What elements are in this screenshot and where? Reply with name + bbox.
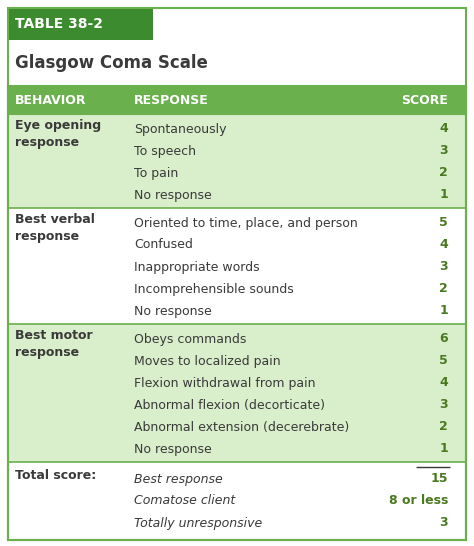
Text: No response: No response bbox=[134, 305, 212, 318]
Text: Comatose client: Comatose client bbox=[134, 495, 235, 507]
Text: To pain: To pain bbox=[134, 167, 178, 180]
Text: Abnormal flexion (decorticate): Abnormal flexion (decorticate) bbox=[134, 399, 325, 412]
Text: Best verbal
response: Best verbal response bbox=[15, 213, 95, 243]
Text: 1: 1 bbox=[439, 442, 448, 455]
Bar bbox=[8, 40, 466, 86]
Bar bbox=[8, 86, 466, 114]
Text: Total score:: Total score: bbox=[15, 469, 96, 482]
Text: 15: 15 bbox=[430, 472, 448, 485]
Text: 3: 3 bbox=[439, 399, 448, 412]
Text: 8 or less: 8 or less bbox=[389, 495, 448, 507]
Text: 1: 1 bbox=[439, 188, 448, 201]
Text: Spontaneously: Spontaneously bbox=[134, 122, 227, 135]
Text: 3: 3 bbox=[439, 260, 448, 274]
Text: 3: 3 bbox=[439, 517, 448, 530]
Bar bbox=[8, 462, 466, 540]
Text: No response: No response bbox=[134, 188, 212, 201]
Text: 4: 4 bbox=[439, 377, 448, 389]
Text: Best motor
response: Best motor response bbox=[15, 329, 92, 359]
Text: Glasgow Coma Scale: Glasgow Coma Scale bbox=[15, 54, 208, 72]
Text: Incomprehensible sounds: Incomprehensible sounds bbox=[134, 282, 294, 295]
Bar bbox=[8, 324, 466, 462]
Text: Obeys commands: Obeys commands bbox=[134, 333, 246, 346]
Text: No response: No response bbox=[134, 442, 212, 455]
Text: Flexion withdrawal from pain: Flexion withdrawal from pain bbox=[134, 377, 316, 389]
Text: Inappropriate words: Inappropriate words bbox=[134, 260, 260, 274]
Text: 2: 2 bbox=[439, 282, 448, 295]
Text: Oriented to time, place, and person: Oriented to time, place, and person bbox=[134, 217, 358, 229]
Text: 1: 1 bbox=[439, 305, 448, 318]
Text: 2: 2 bbox=[439, 167, 448, 180]
Text: 2: 2 bbox=[439, 420, 448, 434]
Text: To speech: To speech bbox=[134, 145, 196, 157]
Text: 6: 6 bbox=[439, 333, 448, 346]
Text: TABLE 38-2: TABLE 38-2 bbox=[15, 17, 103, 31]
Bar bbox=[8, 86, 466, 540]
Text: 5: 5 bbox=[439, 217, 448, 229]
Text: 4: 4 bbox=[439, 239, 448, 252]
Text: 5: 5 bbox=[439, 354, 448, 367]
Text: SCORE: SCORE bbox=[401, 93, 448, 106]
Bar bbox=[8, 208, 466, 324]
Text: 3: 3 bbox=[439, 145, 448, 157]
Text: Eye opening
response: Eye opening response bbox=[15, 119, 101, 149]
Text: 4: 4 bbox=[439, 122, 448, 135]
Text: Totally unresponsive: Totally unresponsive bbox=[134, 517, 262, 530]
Text: Abnormal extension (decerebrate): Abnormal extension (decerebrate) bbox=[134, 420, 349, 434]
Bar bbox=[8, 114, 466, 208]
Text: Confused: Confused bbox=[134, 239, 193, 252]
Bar bbox=[153, 8, 466, 40]
Text: Moves to localized pain: Moves to localized pain bbox=[134, 354, 281, 367]
Text: Best response: Best response bbox=[134, 472, 223, 485]
Text: BEHAVIOR: BEHAVIOR bbox=[15, 93, 86, 106]
Text: RESPONSE: RESPONSE bbox=[134, 93, 209, 106]
Bar bbox=[8, 8, 466, 40]
